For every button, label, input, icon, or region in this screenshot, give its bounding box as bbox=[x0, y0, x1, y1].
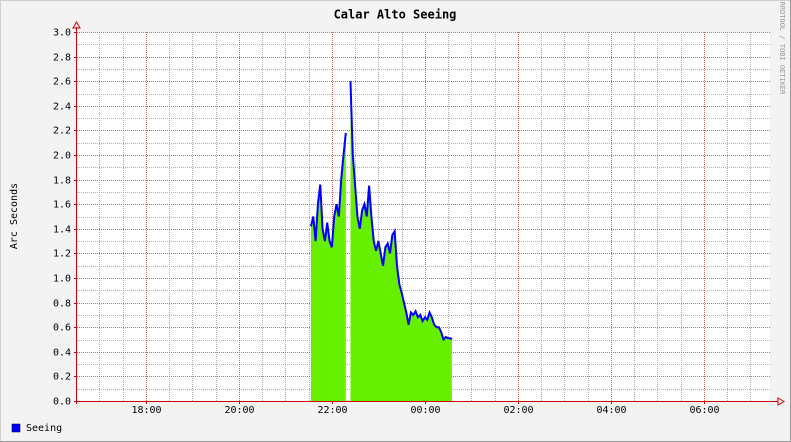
y-tick-label: 1.8 bbox=[53, 176, 71, 187]
y-axis-arrow bbox=[72, 21, 81, 29]
y-tick-label: 1.0 bbox=[53, 274, 71, 285]
x-tick-label: 02:00 bbox=[503, 405, 533, 416]
x-tick-label: 22:00 bbox=[317, 405, 347, 416]
y-tick-label: 1.2 bbox=[53, 249, 71, 260]
legend: Seeing bbox=[11, 423, 62, 434]
y-tick-label: 2.4 bbox=[53, 102, 71, 113]
y-tick-label: 0.4 bbox=[53, 348, 71, 359]
y-axis-label: Arc Seconds bbox=[9, 183, 20, 249]
y-tick-label: 2.8 bbox=[53, 53, 71, 64]
y-tick-label: 1.4 bbox=[53, 225, 71, 236]
y-tick-label: 2.0 bbox=[53, 151, 71, 162]
x-tick-label: 04:00 bbox=[596, 405, 626, 416]
x-tick-label: 00:00 bbox=[410, 405, 440, 416]
y-tick-label: 2.2 bbox=[53, 126, 71, 137]
y-tick-label: 0.0 bbox=[53, 397, 71, 408]
y-tick-label: 0.8 bbox=[53, 299, 71, 310]
y-tick-label: 2.6 bbox=[53, 77, 71, 88]
line bbox=[309, 81, 453, 342]
area bbox=[310, 81, 452, 401]
legend-label: Seeing bbox=[26, 423, 62, 434]
watermark: RRDTOOL / TOBI OETIKER bbox=[778, 2, 786, 96]
axes: 0.0 0.2 0.4 0.6 0.8 1.0 1.2 1.4 1.6 1.8 2.0 2.2 2.4 2… bbox=[53, 21, 785, 416]
y-tick-label: 0.2 bbox=[53, 372, 71, 383]
y-tick-label: 3.0 bbox=[53, 28, 71, 39]
x-axis-arrow bbox=[777, 397, 785, 406]
legend-swatch bbox=[11, 423, 21, 433]
chart-title: Calar Alto Seeing bbox=[334, 8, 457, 22]
x-tick-label: 20:00 bbox=[224, 405, 254, 416]
y-tick-label: 0.6 bbox=[53, 323, 71, 334]
marks bbox=[309, 81, 453, 401]
x-tick-label: 06:00 bbox=[689, 405, 719, 416]
x-tick-label: 18:00 bbox=[131, 405, 161, 416]
y-tick-label: 1.6 bbox=[53, 200, 71, 211]
